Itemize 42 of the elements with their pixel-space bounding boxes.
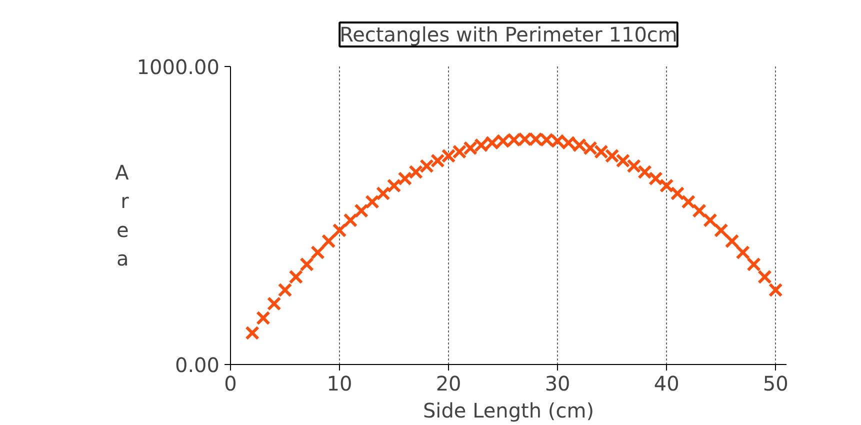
- point: [768, 282, 783, 298]
- point: [310, 245, 325, 260]
- point: [648, 171, 663, 186]
- y-tick-label: 0.00: [174, 353, 220, 377]
- point: [288, 270, 304, 284]
- point: [354, 204, 368, 218]
- point: [681, 194, 696, 209]
- point: [408, 164, 423, 180]
- y-tick-label: 1000.00: [136, 55, 220, 79]
- point: [256, 310, 270, 326]
- point: [266, 296, 282, 311]
- point: [376, 186, 390, 201]
- y-axis-title: Area: [115, 160, 130, 271]
- x-tick-label: 40: [654, 372, 680, 396]
- point: [670, 186, 685, 201]
- point: [343, 213, 358, 228]
- x-tick-label: 20: [436, 372, 462, 396]
- point: [714, 223, 728, 238]
- x-tick-label: 10: [326, 372, 352, 396]
- x-tick-label: 30: [544, 372, 570, 396]
- point: [758, 270, 772, 284]
- point: [724, 234, 740, 248]
- point: [300, 257, 314, 272]
- point: [746, 257, 761, 272]
- point: [365, 194, 380, 209]
- point: [245, 326, 260, 340]
- point: [332, 223, 347, 238]
- point: [420, 158, 434, 174]
- point: [386, 178, 402, 193]
- x-axis-title: Side Length (cm): [422, 398, 594, 422]
- point: [736, 245, 750, 260]
- point: [638, 164, 652, 180]
- chart-title: Rectangles with Perimeter 110cm: [340, 22, 678, 46]
- x-tick-label: 50: [762, 372, 788, 396]
- point: [278, 282, 292, 298]
- x-tick-label: 0: [224, 372, 237, 396]
- point: [321, 234, 336, 248]
- point: [692, 204, 706, 218]
- point: [659, 178, 674, 193]
- point: [398, 171, 412, 186]
- point: [703, 213, 718, 228]
- point: [626, 158, 642, 174]
